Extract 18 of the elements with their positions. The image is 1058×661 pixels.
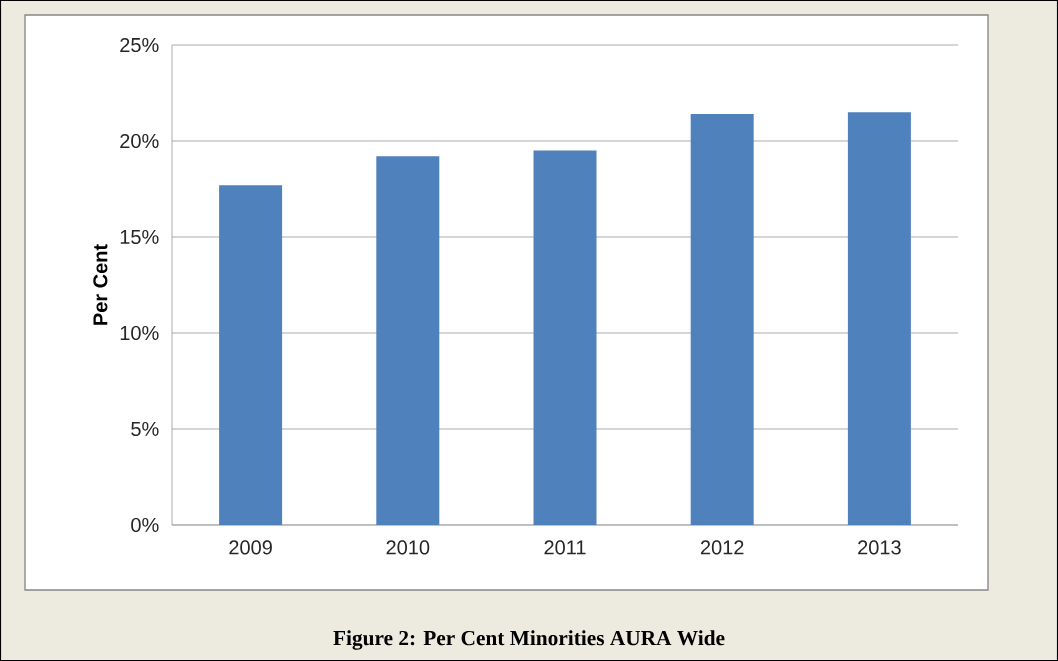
bar bbox=[847, 112, 911, 525]
x-tick-label: 2012 bbox=[700, 540, 744, 555]
y-tick-label: 0% bbox=[131, 517, 159, 533]
bar bbox=[219, 185, 283, 525]
y-tick-label: 5% bbox=[131, 421, 159, 437]
bar bbox=[533, 150, 597, 525]
y-tick-label: 20% bbox=[120, 133, 159, 149]
text: Figure 2: Per Cent Minorities AURA Wide bbox=[333, 630, 725, 650]
bar bbox=[376, 156, 440, 525]
y-tick-label: 25% bbox=[120, 37, 159, 53]
x-tick-label: 2010 bbox=[386, 540, 430, 555]
x-tick-label: 2009 bbox=[229, 540, 272, 555]
x-tick-label: 2013 bbox=[858, 540, 901, 555]
y-tick-label: 10% bbox=[120, 325, 159, 341]
y-tick-label: 15% bbox=[120, 229, 159, 245]
bar bbox=[690, 114, 754, 525]
x-tick-label: 2011 bbox=[544, 540, 586, 555]
y-axis-title: Per Cent bbox=[93, 244, 108, 325]
